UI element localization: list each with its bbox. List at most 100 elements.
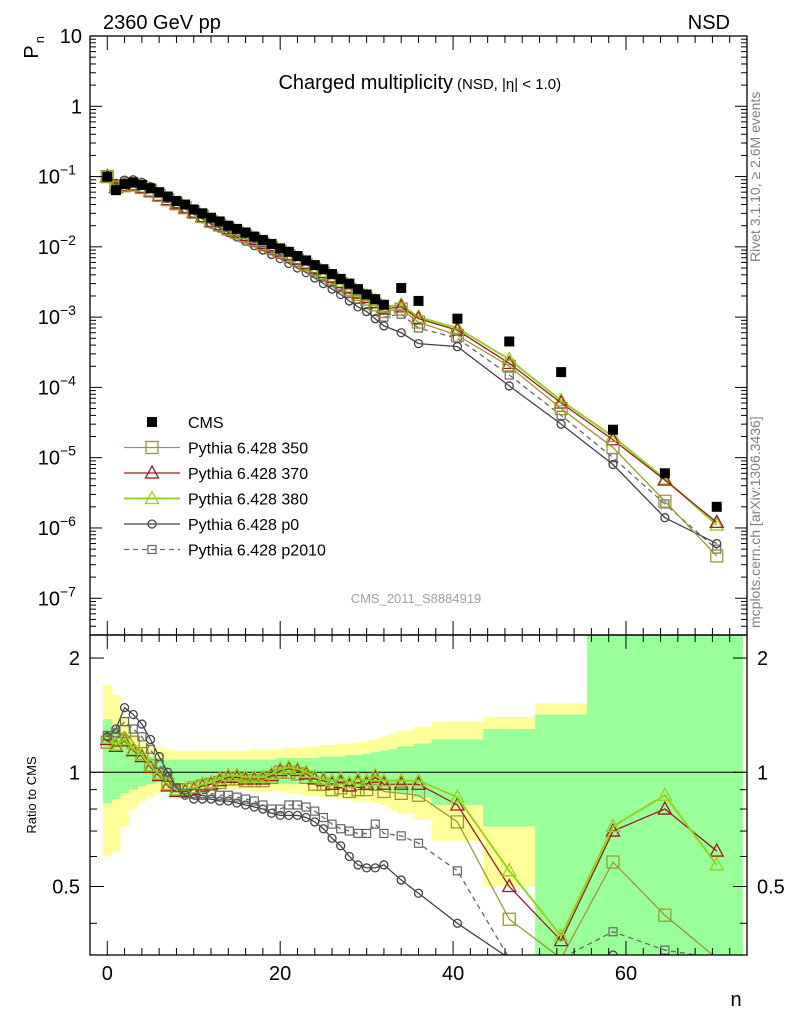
data-point <box>361 306 372 317</box>
data-point <box>353 828 363 839</box>
data-point <box>335 273 346 284</box>
band-green <box>690 635 744 955</box>
data-point <box>188 204 199 215</box>
band-green <box>189 759 199 783</box>
side-label-rivet: Rivet 3.1.10, ≥ 2.6M events <box>747 92 763 262</box>
data-point <box>324 772 340 787</box>
data-point <box>502 359 516 373</box>
band-green <box>388 749 398 792</box>
data-point <box>553 932 569 947</box>
data-point <box>240 227 251 238</box>
data-point <box>501 354 517 369</box>
legend-label: Pythia 6.428 380 <box>188 492 308 509</box>
legend-entry: Pythia 6.428 380 <box>124 490 308 509</box>
data-point <box>249 231 260 242</box>
data-point <box>102 730 112 741</box>
y-tick-label: 10−6 <box>38 513 76 540</box>
data-point <box>450 328 465 343</box>
data-point <box>272 760 288 775</box>
data-point <box>608 424 619 435</box>
y-axis-label-top: Pn <box>21 36 47 59</box>
data-point <box>709 516 725 531</box>
data-point <box>393 775 409 790</box>
data-point <box>450 815 465 829</box>
data-point <box>102 171 113 182</box>
data-point <box>711 501 722 512</box>
data-point <box>657 471 673 486</box>
data-point <box>144 490 160 505</box>
data-point <box>266 804 277 814</box>
x-axis-label: n <box>730 989 741 1011</box>
band-green <box>172 759 182 783</box>
y-tick-label-right: 0.5 <box>757 877 785 899</box>
data-point <box>128 724 138 734</box>
x-tick-label: 0 <box>102 963 113 985</box>
data-point <box>336 824 346 834</box>
data-point <box>353 302 363 312</box>
data-point <box>370 314 380 324</box>
legend-label: Pythia 6.428 p0 <box>188 517 299 534</box>
y-tick-label-right: 2 <box>757 648 768 670</box>
ratio-series-pythia-6.428-p2010 <box>102 716 700 955</box>
data-point <box>223 220 234 231</box>
data-point <box>333 774 349 789</box>
data-point <box>608 950 618 955</box>
data-point <box>379 828 389 839</box>
y-tick-label: 1 <box>69 762 80 784</box>
data-point <box>154 187 165 198</box>
data-point <box>710 549 724 563</box>
data-point <box>709 514 725 529</box>
data-point <box>658 494 672 508</box>
data-point <box>709 856 725 871</box>
data-point <box>379 321 389 331</box>
data-point <box>160 777 176 792</box>
side-label-mcplots: mcplots.cern.ch [arXiv:1306.3436] <box>747 416 763 628</box>
data-point <box>361 289 372 300</box>
y-tick-label-right: 1 <box>757 762 768 784</box>
data-point <box>206 794 216 804</box>
data-point <box>452 342 463 352</box>
x-tick-label: 60 <box>615 963 637 985</box>
data-point <box>147 417 157 427</box>
data-point <box>151 767 167 782</box>
legend-entry: Pythia 6.428 350 <box>124 441 308 458</box>
data-point <box>144 464 160 479</box>
data-point <box>292 800 303 810</box>
data-point <box>657 786 673 801</box>
data-point <box>394 786 408 800</box>
data-point <box>119 716 130 727</box>
data-point <box>310 817 320 827</box>
x-tick-label: 40 <box>442 963 464 985</box>
band-green <box>180 759 190 783</box>
data-point <box>502 912 516 926</box>
data-point <box>301 255 312 266</box>
data-point <box>608 927 618 937</box>
data-point <box>413 838 424 848</box>
data-point <box>145 744 156 754</box>
y-tick-label: 0.5 <box>52 877 80 899</box>
band-green <box>128 747 138 790</box>
header-nsd: NSD <box>688 12 730 34</box>
data-point <box>553 927 569 942</box>
data-point <box>605 818 621 833</box>
legend-entry: Pythia 6.428 370 <box>124 464 308 483</box>
data-point <box>137 719 147 729</box>
data-point <box>298 763 314 778</box>
data-point <box>275 253 285 264</box>
main-subtitle: (NSD, |η| < 1.0) <box>457 76 561 93</box>
legend-entry: Pythia 6.428 p0 <box>124 517 299 534</box>
data-point <box>556 419 566 429</box>
data-point <box>367 767 383 782</box>
data-point <box>659 468 670 479</box>
data-point <box>608 459 618 470</box>
data-point <box>142 757 159 772</box>
data-point <box>136 179 147 190</box>
data-point <box>410 310 427 325</box>
legend-label: Pythia 6.428 350 <box>188 441 308 458</box>
data-point <box>379 860 389 870</box>
data-point <box>147 544 157 555</box>
data-point <box>554 401 568 416</box>
series-line <box>106 706 624 955</box>
data-point <box>352 284 363 295</box>
data-point <box>556 410 566 420</box>
